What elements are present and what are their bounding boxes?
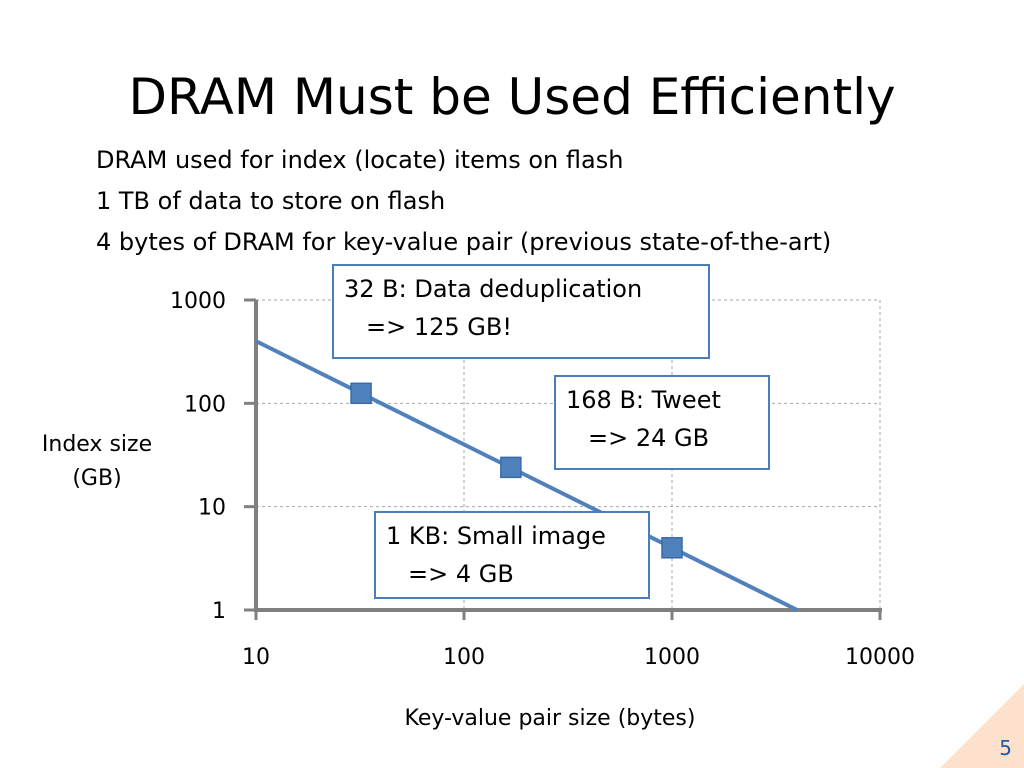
x-tick-label: 100: [443, 645, 485, 670]
callout-line2: => 24 GB: [588, 424, 710, 452]
data-point-marker: [661, 537, 683, 559]
bullet-item: 4 bytes of DRAM for key-value pair (prev…: [96, 228, 832, 256]
callout-line1: 168 B: Tweet: [566, 386, 721, 414]
data-point-marker: [500, 456, 522, 479]
bullet-list: DRAM used for index (locate) items on fl…: [96, 140, 831, 263]
callout-line1: 1 KB: Small image: [386, 522, 606, 550]
data-point-marker: [350, 382, 372, 405]
y-axis-label-text: Index size (GB): [41, 432, 153, 491]
callout-tweet: 168 B: Tweet => 24 GB: [554, 375, 770, 470]
page-number: 5: [999, 736, 1012, 760]
bullet-item: 1 TB of data to store on flash: [96, 187, 446, 215]
x-axis-label: Key-value pair size (bytes): [404, 706, 696, 731]
callout-line2: => 125 GB!: [366, 313, 512, 341]
corner-decoration: [940, 684, 1024, 768]
callout-line2: => 4 GB: [408, 560, 514, 588]
bullet-item: DRAM used for index (locate) items on fl…: [96, 146, 624, 174]
x-tick-label: 10: [242, 645, 270, 670]
callout-dedup: 32 B: Data deduplication => 125 GB!: [332, 264, 710, 359]
series-line: [255, 339, 799, 612]
callout-line1: 32 B: Data deduplication: [344, 275, 643, 303]
y-tick-label: 10: [198, 496, 226, 521]
y-tick-label: 1000: [170, 289, 226, 314]
y-tick-label: 1: [212, 599, 226, 624]
x-tick-label: 1000: [644, 645, 700, 670]
x-tick-label: 10000: [845, 645, 915, 670]
y-axis-label: Index size (GB): [22, 428, 172, 496]
page-title: DRAM Must be Used Efficiently: [128, 68, 896, 126]
y-tick-label: 100: [184, 392, 226, 417]
callout-small-image: 1 KB: Small image => 4 GB: [374, 511, 650, 599]
